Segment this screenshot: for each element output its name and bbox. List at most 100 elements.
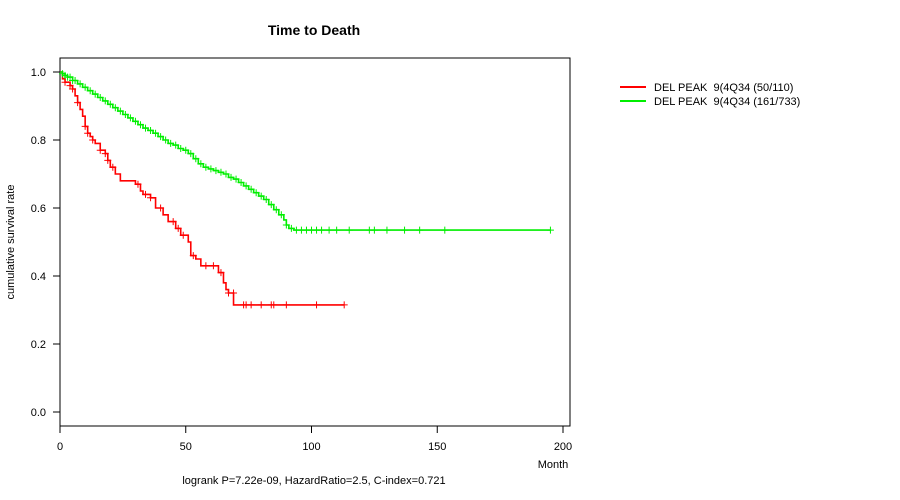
censor-mark-series-1 <box>136 121 144 129</box>
censor-mark-series-1 <box>383 226 391 234</box>
chart-title: Time to Death <box>268 22 360 38</box>
censor-mark-series-1 <box>71 77 79 84</box>
km-curve-series-1 <box>60 71 551 231</box>
censor-mark-series-1 <box>86 87 94 95</box>
censor-mark-series-0 <box>134 180 142 188</box>
y-tick-label: 0.6 <box>31 203 46 215</box>
censor-mark-series-1 <box>202 163 210 171</box>
censor-mark-series-0 <box>247 301 255 309</box>
censor-mark-series-1 <box>192 155 200 163</box>
censor-mark-series-0 <box>174 224 182 232</box>
legend-label-green: DEL PEAK 9(4Q34 (161/733) <box>654 96 800 108</box>
censor-mark-series-1 <box>91 90 99 98</box>
censor-mark-series-1 <box>267 201 275 209</box>
censor-mark-series-0 <box>340 301 348 309</box>
censor-mark-series-1 <box>227 173 235 181</box>
censor-mark-series-1 <box>162 136 170 144</box>
censor-mark-series-0 <box>142 190 150 198</box>
censor-mark-series-1 <box>212 167 220 175</box>
censor-mark-series-0 <box>101 150 109 158</box>
censor-mark-series-1 <box>546 226 554 234</box>
censor-mark-series-1 <box>131 117 139 125</box>
censor-mark-series-0 <box>109 163 117 171</box>
y-tick-label: 0.2 <box>31 339 46 351</box>
censor-mark-series-1 <box>217 168 225 176</box>
x-tick-label: 0 <box>57 441 63 453</box>
y-tick-label: 0.4 <box>31 271 46 283</box>
censor-mark-series-1 <box>277 211 285 219</box>
censor-mark-series-1 <box>401 226 409 234</box>
censor-mark-series-1 <box>76 80 84 88</box>
censor-mark-series-0 <box>147 194 155 202</box>
censor-mark-series-1 <box>126 114 134 122</box>
censor-mark-series-1 <box>252 189 260 197</box>
censor-mark-series-0 <box>282 301 290 309</box>
km-curve-series-0 <box>60 71 345 306</box>
censor-mark-series-1 <box>325 226 333 234</box>
series-layer <box>59 70 554 309</box>
censor-mark-series-1 <box>282 221 290 229</box>
y-axis-label: cumulative survival rate <box>5 185 17 300</box>
censor-mark-series-0 <box>81 122 89 130</box>
censor-mark-series-1 <box>147 126 155 134</box>
censor-mark-series-0 <box>96 146 104 154</box>
censor-mark-series-0 <box>89 136 97 144</box>
stats-footer: logrank P=7.22e-09, HazardRatio=2.5, C-i… <box>182 475 445 487</box>
legend: DEL PEAK 9(4Q34 (50/110) DEL PEAK 9(4Q34… <box>620 82 800 108</box>
censor-mark-series-1 <box>116 107 124 115</box>
censor-mark-series-1 <box>242 182 250 190</box>
censor-mark-series-1 <box>167 139 175 147</box>
censor-mark-series-1 <box>111 104 119 112</box>
censor-mark-series-1 <box>222 170 230 178</box>
censor-mark-series-0 <box>157 204 165 212</box>
censor-mark-series-1 <box>370 226 378 234</box>
censor-mark-series-1 <box>207 165 215 173</box>
x-axis: 0 50 100 150 200 <box>57 426 572 453</box>
x-tick-label: 200 <box>554 441 572 453</box>
censor-mark-series-1 <box>157 133 165 141</box>
censor-mark-series-1 <box>187 150 195 158</box>
censor-mark-series-1 <box>416 226 424 234</box>
censor-mark-series-1 <box>441 226 449 234</box>
censor-mark-series-0 <box>202 262 210 270</box>
censor-mark-series-1 <box>237 179 245 186</box>
censor-mark-series-0 <box>270 301 278 309</box>
censor-mark-series-0 <box>257 301 265 309</box>
y-axis: 0.0 0.2 0.4 0.6 0.8 1.0 <box>31 67 60 419</box>
censor-mark-series-1 <box>232 175 240 183</box>
censor-mark-series-0 <box>217 269 225 277</box>
censor-mark-series-0 <box>69 85 77 93</box>
censor-mark-series-1 <box>177 145 185 152</box>
plot-frame <box>59 57 571 427</box>
censor-mark-series-1 <box>333 226 341 234</box>
x-tick-label: 100 <box>302 441 320 453</box>
censor-mark-series-0 <box>189 252 197 260</box>
censor-mark-series-1 <box>96 94 104 101</box>
censor-mark-series-1 <box>257 192 265 200</box>
y-tick-label: 0.0 <box>31 407 46 419</box>
censor-mark-series-1 <box>106 100 114 108</box>
censor-mark-series-1 <box>172 141 180 149</box>
censor-mark-series-1 <box>142 124 150 132</box>
x-axis-label: Month <box>538 459 569 471</box>
censor-mark-series-0 <box>104 156 112 164</box>
y-tick-label: 1.0 <box>31 67 46 79</box>
censor-mark-series-1 <box>287 224 295 232</box>
censor-mark-series-0 <box>313 301 321 309</box>
censor-mark-series-0 <box>61 78 69 86</box>
censor-mark-series-1 <box>262 196 270 203</box>
censor-mark-series-1 <box>81 83 89 91</box>
y-tick-label: 0.8 <box>31 135 46 147</box>
legend-label-red: DEL PEAK 9(4Q34 (50/110) <box>654 82 793 94</box>
censor-mark-series-0 <box>74 99 82 107</box>
censor-mark-series-1 <box>345 226 353 234</box>
censor-mark-series-1 <box>121 111 129 118</box>
censor-mark-series-0 <box>84 129 92 137</box>
censor-mark-series-1 <box>247 185 255 193</box>
censor-mark-series-1 <box>272 206 280 214</box>
censor-mark-series-1 <box>101 97 109 105</box>
censor-mark-series-0 <box>179 231 187 239</box>
x-tick-label: 150 <box>428 441 446 453</box>
censor-mark-series-0 <box>169 218 177 226</box>
